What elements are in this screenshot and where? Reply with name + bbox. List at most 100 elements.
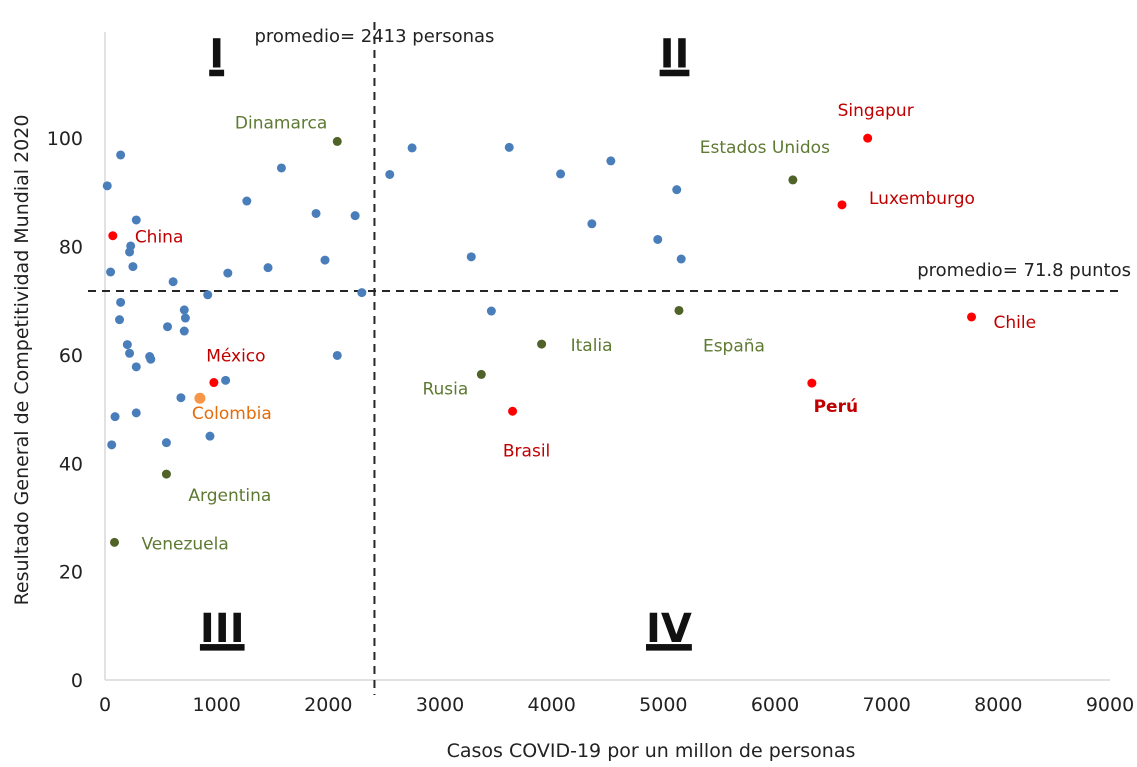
- y-tick-label: 0: [71, 670, 83, 692]
- y-tick-label: 80: [59, 237, 83, 259]
- data-point: [676, 254, 686, 264]
- data-point: [320, 255, 330, 265]
- point-label: México: [206, 347, 265, 367]
- point-labels: Singapur Luxemburgo Chile Perú Brasil China Mé…: [135, 101, 1036, 554]
- x-tick-label: 8000: [974, 694, 1022, 716]
- y-tick-label: 40: [59, 453, 83, 475]
- data-point: [163, 322, 173, 332]
- point-label: España: [703, 336, 765, 356]
- highlight-point: [537, 339, 547, 349]
- x-tick-label: 3000: [416, 694, 464, 716]
- data-point: [115, 315, 125, 325]
- data-point: [102, 181, 112, 191]
- point-label: Venezuela: [141, 534, 228, 554]
- data-point: [221, 375, 231, 385]
- data-point: [131, 215, 141, 225]
- highlight-point: [476, 369, 486, 379]
- data-point: [311, 208, 321, 218]
- highlight-point: [161, 469, 171, 479]
- x-axis-title: Casos COVID-19 por un millon de personas: [447, 740, 856, 762]
- data-point: [128, 262, 138, 272]
- average-x-label: promedio= 2413 personas: [254, 26, 494, 47]
- point-label: Argentina: [188, 486, 271, 506]
- data-point: [486, 306, 496, 316]
- quadrant-label: I: [209, 32, 224, 78]
- point-label: Luxemburgo: [869, 189, 975, 209]
- data-point: [180, 313, 190, 323]
- data-point: [131, 408, 141, 418]
- point-label: Estados Unidos: [700, 138, 830, 158]
- highlight-point: [837, 200, 847, 210]
- axes: 0 1000 2000 3000 4000 5000 6000 7000 8000 9000 0 20…: [47, 32, 1134, 716]
- data-point: [122, 340, 132, 350]
- highlight-point: [967, 312, 977, 322]
- data-point: [653, 234, 663, 244]
- point-label: China: [135, 228, 184, 248]
- y-tick-label: 100: [47, 128, 83, 150]
- data-point: [161, 438, 171, 448]
- data-point: [116, 150, 126, 160]
- highlight-point: [109, 537, 119, 547]
- point-label: Brasil: [503, 441, 550, 461]
- data-point: [168, 277, 178, 287]
- y-tick-label: 20: [59, 562, 83, 584]
- average-y-label: promedio= 71.8 puntos: [917, 260, 1131, 281]
- quadrant-label: IV: [646, 606, 692, 652]
- x-tick-label: 4000: [527, 694, 575, 716]
- highlight-point: [108, 231, 118, 241]
- highlight-point: [674, 305, 684, 315]
- point-label: Dinamarca: [235, 113, 327, 133]
- data-point: [125, 348, 135, 358]
- data-point: [332, 350, 342, 360]
- x-tick-label: 1000: [192, 694, 240, 716]
- data-point: [110, 412, 120, 422]
- highlight-point: [788, 175, 798, 185]
- data-point: [357, 288, 367, 298]
- data-point: [385, 169, 395, 179]
- data-points: [102, 133, 977, 547]
- y-tick-label: 60: [59, 345, 83, 367]
- data-point: [176, 393, 186, 403]
- data-point: [223, 268, 233, 278]
- point-label: Singapur: [838, 101, 914, 121]
- quadrant-label: III: [200, 606, 245, 652]
- point-label: Colombia: [192, 404, 272, 424]
- reference-lines: promedio= 2413 personas promedio= 71.8 pu…: [88, 22, 1131, 695]
- data-point: [556, 169, 566, 179]
- x-tick-label: 6000: [751, 694, 799, 716]
- x-tick-label: 9000: [1086, 694, 1134, 716]
- data-point: [106, 267, 116, 277]
- data-point: [587, 219, 597, 229]
- data-point: [263, 263, 273, 273]
- highlight-point: [194, 392, 206, 404]
- y-axis-title: Resultado General de Competitividad Mund…: [11, 115, 33, 606]
- point-label: Chile: [994, 313, 1037, 333]
- data-point: [205, 431, 215, 441]
- highlight-point: [807, 378, 817, 388]
- data-point: [179, 326, 189, 336]
- highlight-point: [332, 136, 342, 146]
- highlight-point: [209, 378, 219, 388]
- data-point: [179, 305, 189, 315]
- data-point: [146, 354, 156, 364]
- x-tick-label: 5000: [639, 694, 687, 716]
- data-point: [242, 196, 252, 206]
- data-point: [504, 142, 514, 152]
- x-tick-label: 2000: [304, 694, 352, 716]
- data-point: [606, 156, 616, 166]
- data-point: [107, 440, 117, 450]
- point-label: Perú: [814, 397, 858, 417]
- point-label: Italia: [571, 336, 613, 356]
- point-label: Rusia: [422, 379, 468, 399]
- data-point: [116, 297, 126, 307]
- x-tick-label: 7000: [862, 694, 910, 716]
- data-point: [203, 290, 213, 300]
- data-point: [672, 185, 682, 195]
- data-point: [466, 252, 476, 262]
- data-point: [350, 211, 360, 221]
- data-point: [125, 247, 135, 257]
- x-tick-label: 0: [99, 694, 111, 716]
